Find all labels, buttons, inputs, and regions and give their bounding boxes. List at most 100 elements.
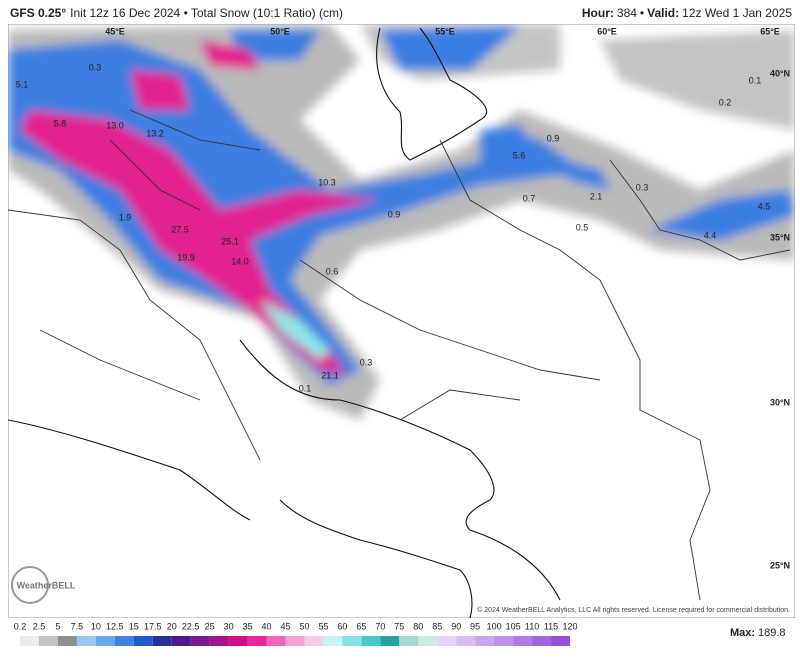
colorbar-tick-label: 0.2 [14, 621, 27, 631]
header-right: Hour: 384 • Valid: 12z Wed 1 Jan 2025 [582, 6, 792, 20]
colorbar-swatch [285, 636, 305, 646]
colorbar-tick-label: 110 [525, 621, 539, 631]
colorbar-tick-label: 120 [562, 621, 577, 631]
colorbar-swatch [323, 636, 343, 646]
colorbar-swatch [361, 636, 381, 646]
map-labels: 45°E 50°E 55°E 60°E 65°E 40°N 35°N 30°N 25°N 0.3 5… [16, 26, 790, 570]
colorbar-tick-label: 75 [394, 621, 404, 631]
colorbar-swatch [76, 636, 96, 646]
snow-amount-label: 10.3 [318, 177, 336, 187]
longitude-label: 65°E [760, 26, 780, 36]
colorbar-swatch [171, 636, 191, 646]
snow-amount-label: 1.9 [119, 212, 132, 222]
snow-amount-label: 0.6 [326, 266, 339, 276]
snow-amount-label: 0.2 [719, 97, 732, 107]
colorbar-swatch [209, 636, 229, 646]
colorbar-tick-label: 30 [224, 621, 234, 631]
snow-amount-label: 5.6 [513, 150, 526, 160]
colorbar-swatch [551, 636, 570, 646]
colorbar-tick-label: 65 [356, 621, 366, 631]
colorbar-swatch [513, 636, 533, 646]
colorbar-tick-label: 55 [318, 621, 328, 631]
colorbar-tick-label: 45 [281, 621, 291, 631]
snow-amount-label: 0.5 [576, 222, 589, 232]
snow-amount-label: 0.3 [636, 182, 649, 192]
latitude-label: 40°N [770, 68, 790, 78]
colorbar-swatch [380, 636, 400, 646]
snow-amount-label: 21.1 [321, 370, 339, 380]
colorbar-swatch [494, 636, 514, 646]
colorbar-swatch [304, 636, 324, 646]
colorbar-tick-label: 60 [337, 621, 347, 631]
persian-gulf-coast-south [279, 499, 473, 618]
model-name: GFS 0.25° [10, 6, 66, 20]
snow-amount-label: 13.0 [106, 120, 124, 130]
colorbar-tick-label: 85 [432, 621, 442, 631]
colorbar-tick-label: 100 [487, 621, 502, 631]
colorbar-swatch [20, 636, 39, 646]
snow-amount-label: 4.5 [758, 201, 771, 211]
logo-ring [11, 566, 49, 604]
colorbar-swatch [114, 636, 134, 646]
map [8, 24, 795, 618]
colorbar-tick-label: 40 [262, 621, 272, 631]
snow-amount-label: 0.1 [299, 383, 312, 393]
colorbar-swatch [57, 636, 77, 646]
coastline-west [8, 419, 251, 521]
snow-amount-label: 0.9 [547, 133, 560, 143]
colorbar-tick-label: 10 [91, 621, 101, 631]
run-description: Init 12z 16 Dec 2024 • Total Snow (10:1 … [70, 6, 343, 20]
longitude-label: 50°E [270, 26, 290, 36]
colorbar-swatch [133, 636, 153, 646]
snow-amount-label: 2.1 [590, 191, 603, 201]
colorbar: 0.2 2.5 5 7.5 10 12.5 15 17.5 20 22.5 25 30 35 40 45 50… [14, 621, 578, 646]
border-west [8, 139, 261, 461]
snow-amount-label: 4.4 [704, 230, 717, 240]
colorbar-tick-label: 35 [243, 621, 253, 631]
colorbar-swatch [95, 636, 115, 646]
snow-amount-label: 0.3 [360, 357, 373, 367]
colorbar-tick-label: 105 [506, 621, 521, 631]
colorbar-tick-label: 50 [299, 621, 309, 631]
province-borders [129, 109, 601, 421]
colorbar-tick-label: 115 [544, 621, 558, 631]
colorbar-swatch [190, 636, 210, 646]
snow-amount-label: 19.9 [177, 252, 195, 262]
colorbar-swatch [38, 636, 58, 646]
caspian-sea-coast [376, 27, 488, 161]
snow-amount-label: 13.2 [146, 128, 164, 138]
colorbar-swatch [418, 636, 438, 646]
snow-amount-label: 5.8 [54, 118, 67, 128]
colorbar-tick-label: 20 [167, 621, 177, 631]
colorbar-tick-label: 90 [451, 621, 461, 631]
hour: 384 [617, 6, 637, 20]
snow-amount-label: 0.7 [523, 193, 536, 203]
snow-shading [8, 24, 795, 420]
copyright: © 2024 WeatherBELL Analytics, LLC All ri… [477, 606, 790, 614]
colorbar-swatch [342, 636, 362, 646]
colorbar-swatch [532, 636, 552, 646]
boundaries [8, 27, 791, 618]
snow-amount-label: 27.5 [171, 224, 189, 234]
header: GFS 0.25° Init 12z 16 Dec 2024 • Total Sn… [10, 6, 792, 20]
snow-amount-label: 0.9 [388, 209, 401, 219]
snow-amount-label: 5.1 [16, 79, 29, 89]
logo-text: WeatherBELL [17, 580, 76, 590]
snow-amount-label: 25.1 [221, 236, 239, 246]
colorbar-tick-label: 95 [470, 621, 480, 631]
max-label: Max: [730, 627, 755, 639]
max-value: 189.8 [758, 627, 786, 639]
colorbar-tick-label: 25 [205, 621, 215, 631]
colorbar-swatch [437, 636, 457, 646]
snow-amount-label: 0.1 [749, 75, 762, 85]
latitude-label: 30°N [770, 397, 790, 407]
colorbar-tick-label: 5 [55, 621, 60, 631]
colorbar-tick-label: 80 [413, 621, 423, 631]
colorbar-tick-label: 17.5 [144, 621, 162, 631]
longitude-label: 45°E [105, 26, 125, 36]
colorbar-tick-label: 7.5 [71, 621, 84, 631]
colorbar-swatch [399, 636, 419, 646]
hour-label: Hour: [582, 6, 614, 20]
colorbar-tick-label: 22.5 [182, 621, 200, 631]
